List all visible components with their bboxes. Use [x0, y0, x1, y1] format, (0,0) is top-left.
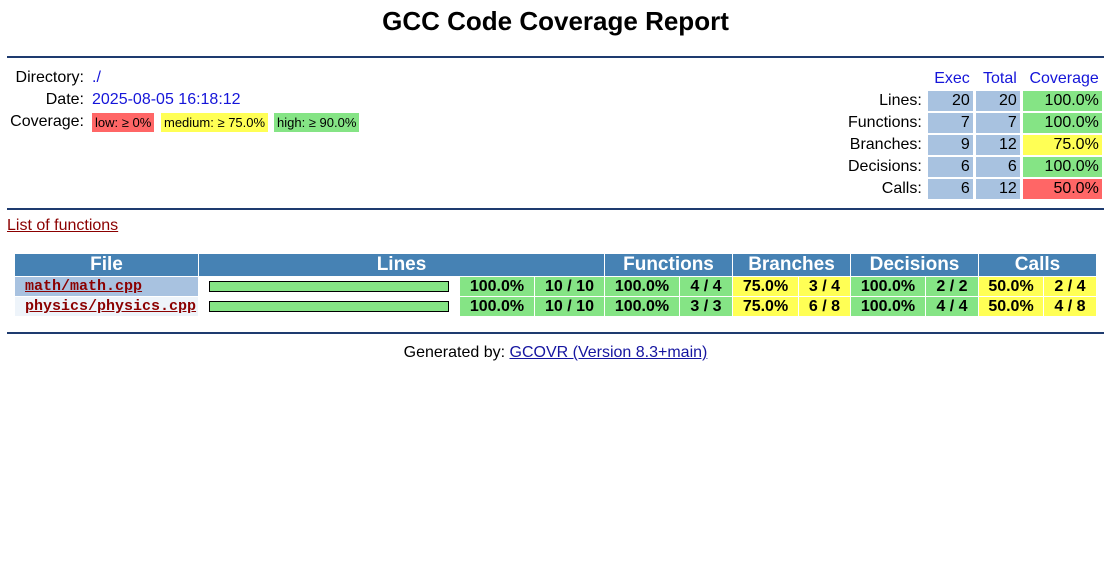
label: Coverage: [10, 113, 84, 130]
exec: 7 [927, 113, 973, 133]
column-header: File [15, 254, 198, 276]
coverage: 50.0% [979, 277, 1043, 296]
row-label: Calls: [881, 180, 922, 197]
coverage: 50.0% [979, 297, 1043, 316]
ratio: 10 / 10 [535, 277, 604, 296]
total: 6 [975, 157, 1020, 177]
ratio: 3 / 3 [680, 297, 732, 316]
ratio: 10 / 10 [535, 297, 604, 316]
coverage: 75.0% [1022, 135, 1102, 155]
coverage: 75.0% [733, 297, 798, 316]
total: 12 [975, 179, 1020, 199]
total: 7 [975, 113, 1020, 133]
legend-item: high: ≥ 90.0% [274, 113, 360, 132]
coverage-bar [210, 302, 448, 311]
functions-link[interactable]: List of functions [7, 217, 119, 234]
column-header: Branches [733, 254, 850, 276]
ratio: 4 / 4 [680, 277, 732, 296]
column-header: Exec [934, 70, 970, 87]
label: Directory: [15, 69, 84, 86]
file-row: math/math.cpp 100.0% 10 / 10 100.0% 4 / 4 75.… [15, 277, 1096, 296]
title: GCC Code Coverage Report [382, 6, 729, 36]
coverage: 100.0% [460, 277, 534, 296]
gcovr-link[interactable]: GCOVR (Version 8.3+main) [509, 344, 708, 361]
cell [845, 69, 925, 89]
footer-text: Generated by: [403, 344, 506, 361]
rule [7, 332, 1104, 334]
summary-row: Functions: 7 7 100.0% [845, 113, 1102, 133]
coverage: 100.0% [1022, 113, 1102, 133]
coverage: 100.0% [605, 277, 679, 296]
file-link[interactable]: math/math.cpp [15, 277, 198, 296]
bar-frame [209, 281, 449, 292]
label: Date: [45, 91, 84, 108]
directory-link[interactable]: ./ [92, 69, 101, 86]
summary-row: Branches: 9 12 75.0% [845, 135, 1102, 155]
total: 20 [975, 91, 1020, 111]
exec: 6 [927, 157, 973, 177]
column-header: Coverage [1029, 70, 1099, 87]
coverage-bar [210, 282, 448, 291]
header-row: Exec Total Coverage [845, 69, 1102, 89]
ratio: 4 / 4 [926, 297, 978, 316]
ratio: 4 / 8 [1044, 297, 1096, 316]
coverage: 100.0% [1022, 157, 1102, 177]
ratio: 6 / 8 [799, 297, 850, 316]
bar-cell [199, 297, 459, 316]
legend-item: low: ≥ 0% [92, 113, 155, 132]
column-header: Calls [979, 254, 1096, 276]
coverage: 100.0% [1022, 91, 1102, 111]
coverage: 75.0% [733, 277, 798, 296]
summary-row: Decisions: 6 6 100.0% [845, 157, 1102, 177]
row-label: Lines: [879, 92, 922, 109]
total: 12 [975, 135, 1020, 155]
column-header: Functions [605, 254, 732, 276]
row-label: Functions: [848, 114, 922, 131]
footer: Generated by: GCOVR (Version 8.3+main) [0, 344, 1111, 362]
bar-frame [209, 301, 449, 312]
date: 2025-08-05 16:18:12 [92, 91, 241, 108]
coverage: 100.0% [605, 297, 679, 316]
coverage: 100.0% [851, 297, 925, 316]
ratio: 2 / 2 [926, 277, 978, 296]
summary-row: Lines: 20 20 100.0% [845, 91, 1102, 111]
summary-row: Calls: 6 12 50.0% [845, 179, 1102, 199]
summary-table: Exec Total Coverage Lines: 20 20 100.0% Functio… [842, 67, 1105, 201]
ratio: 3 / 4 [799, 277, 850, 296]
exec: 6 [927, 179, 973, 199]
file-table: File Lines Functions Branches Decisions Calls… [14, 253, 1097, 317]
rule [7, 56, 1104, 58]
rule [7, 208, 1104, 210]
exec: 9 [927, 135, 973, 155]
coverage: 100.0% [460, 297, 534, 316]
column-header: Lines [199, 254, 604, 276]
coverage: 50.0% [1022, 179, 1102, 199]
legend-item: medium: ≥ 75.0% [161, 113, 269, 132]
coverage: 100.0% [851, 277, 925, 296]
bar-cell [199, 277, 459, 296]
column-header: Total [983, 70, 1017, 87]
ratio: 2 / 4 [1044, 277, 1096, 296]
file-link[interactable]: physics/physics.cpp [15, 297, 198, 316]
file-row: physics/physics.cpp 100.0% 10 / 10 100.0% 3 … [15, 297, 1096, 316]
header-row: File Lines Functions Branches Decisions Calls [15, 254, 1096, 276]
row-label: Decisions: [848, 158, 922, 175]
column-header: Decisions [851, 254, 978, 276]
row-label: Branches: [849, 136, 922, 153]
exec: 20 [927, 91, 973, 111]
